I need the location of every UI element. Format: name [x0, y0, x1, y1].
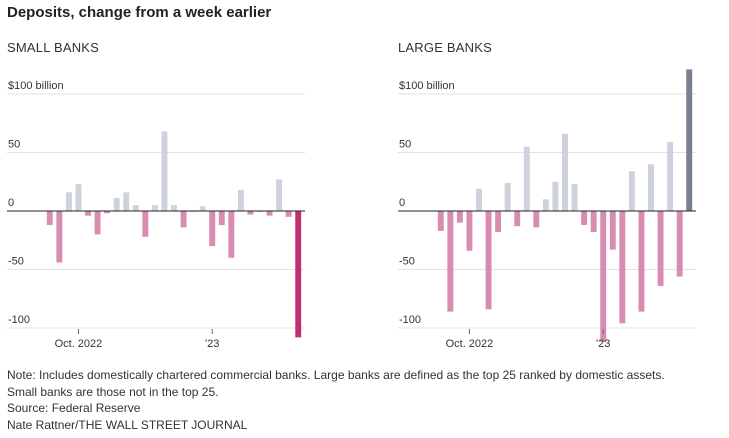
- small-bar: [209, 211, 216, 247]
- large-y-tick-label: $100 billion: [399, 80, 455, 92]
- large-bar: [542, 199, 549, 211]
- large-x-tick-label: '23: [596, 338, 610, 350]
- large-y-tick-label: 50: [399, 139, 411, 151]
- large-bar: [466, 211, 473, 251]
- large-bar: [552, 181, 559, 211]
- small-y-tick-label: $100 billion: [8, 80, 64, 92]
- small-bar: [285, 211, 292, 217]
- large-bar: [495, 211, 502, 233]
- note-line-1: Note: Includes domestically chartered co…: [7, 368, 665, 382]
- large-bar: [485, 211, 492, 310]
- small-bar: [104, 211, 111, 214]
- small-bar: [46, 211, 53, 226]
- small-bar: [161, 131, 168, 211]
- large-y-tick-label: -100: [399, 314, 421, 326]
- large-y-tick-label: 0: [399, 197, 405, 209]
- small-bar: [75, 184, 82, 211]
- chart-title: Deposits, change from a week earlier: [7, 4, 272, 21]
- large-x-tick-label: Oct. 2022: [446, 338, 494, 350]
- small-bar: [142, 211, 149, 237]
- small-bar: [218, 211, 225, 226]
- large-bar: [676, 211, 683, 277]
- small-bar: [94, 211, 101, 235]
- note-line-2: Small banks are those not in the top 25.: [7, 384, 219, 399]
- small-bar: [123, 192, 130, 211]
- small-bar: [85, 211, 91, 216]
- large-bar: [504, 182, 511, 211]
- small-bar: [295, 211, 302, 338]
- small-banks-panel-title: SMALL BANKS: [7, 40, 100, 55]
- large-bar: [609, 211, 616, 250]
- large-bar: [600, 211, 607, 343]
- small-bar: [237, 189, 244, 211]
- small-y-tick-label: 50: [8, 139, 20, 151]
- large-bar: [562, 133, 568, 211]
- large-bar: [638, 211, 645, 312]
- small-bar: [180, 211, 187, 228]
- large-bar: [514, 211, 521, 227]
- large-bar: [590, 211, 597, 233]
- small-y-tick-label: 0: [8, 197, 14, 209]
- small-bar: [199, 206, 206, 211]
- small-bar: [113, 198, 120, 211]
- large-bar: [686, 69, 693, 212]
- small-x-tick-label: '23: [205, 338, 219, 350]
- footnotes: Note: Includes domestically chartered co…: [7, 367, 665, 433]
- large-bar: [533, 211, 540, 228]
- large-y-tick-label: -50: [399, 256, 415, 268]
- large-bar: [437, 211, 444, 231]
- large-banks-panel-title: LARGE BANKS: [398, 40, 492, 55]
- small-x-tick-label: Oct. 2022: [55, 338, 103, 350]
- large-bar: [571, 184, 578, 211]
- large-bar: [476, 188, 482, 211]
- large-bar: [648, 164, 654, 211]
- source-line: Source: Federal Reserve: [7, 401, 141, 415]
- large-bar: [657, 211, 664, 286]
- small-bar: [171, 205, 177, 211]
- small-bar: [151, 205, 158, 211]
- large-bar: [667, 141, 674, 211]
- small-bar: [132, 205, 139, 211]
- small-bar: [247, 211, 254, 215]
- small-y-tick-label: -100: [8, 314, 30, 326]
- large-bar: [628, 171, 635, 211]
- small-bar: [228, 211, 235, 258]
- small-y-tick-label: -50: [8, 256, 24, 268]
- small-bar: [266, 211, 273, 216]
- small-bar: [276, 179, 283, 211]
- small-bar: [56, 211, 63, 263]
- credit-line: Nate Rattner/THE WALL STREET JOURNAL: [7, 417, 248, 432]
- large-bar: [619, 211, 626, 324]
- large-bar: [523, 146, 530, 211]
- large-bar: [447, 211, 454, 312]
- large-bar: [581, 211, 588, 226]
- small-bar: [65, 192, 72, 211]
- large-bar: [456, 211, 463, 223]
